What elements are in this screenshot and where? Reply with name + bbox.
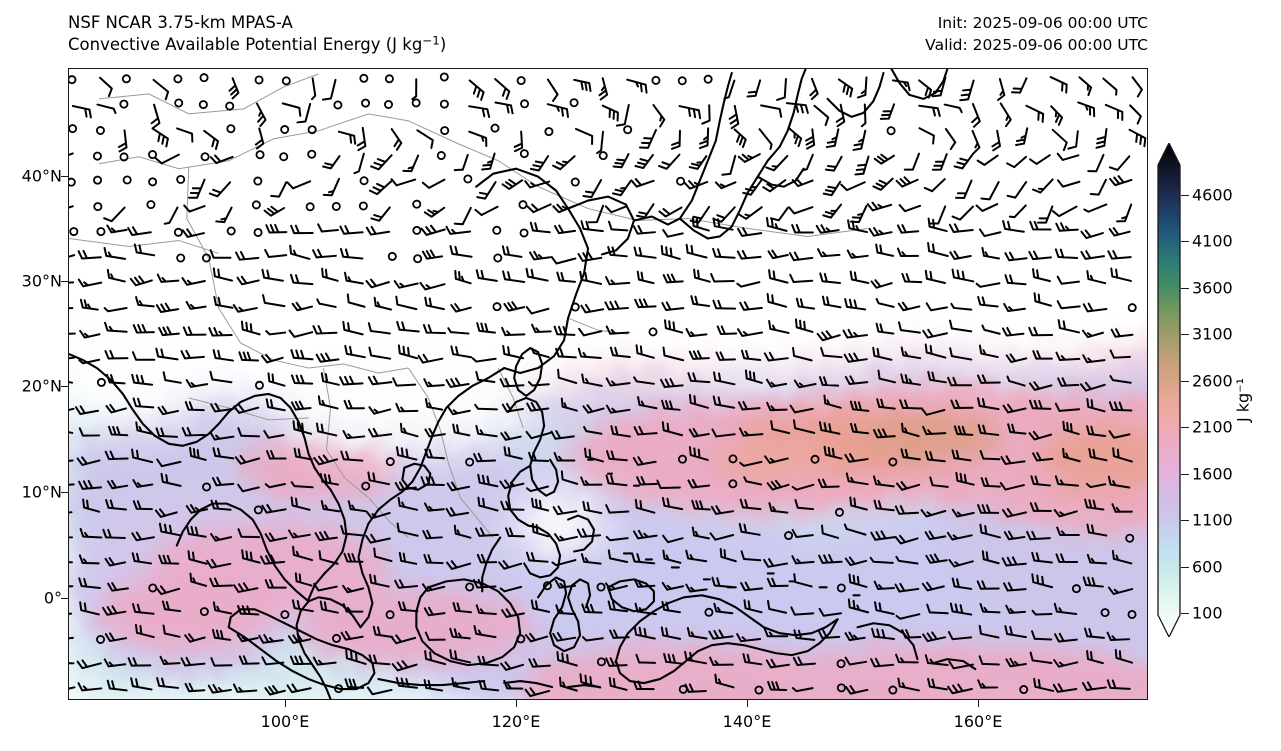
x-tick-140E [747,700,749,707]
country-borders [69,73,868,538]
cbar-tick-2100 [1181,427,1189,429]
y-tick-label-10N: 10°N [21,482,62,502]
cbar-label-600: 600 [1192,557,1223,577]
cbar-tick-4600 [1181,195,1189,197]
x-tick-160E [978,700,980,707]
field-name-line: Convective Available Potential Energy (J… [68,34,446,56]
colorbar-gradient [1157,141,1181,639]
cbar-tick-4100 [1181,241,1189,243]
map-axes[interactable] [68,68,1148,700]
y-tick-label-30N: 30°N [21,271,62,291]
field-unit-exponent: −1 [422,33,440,48]
cbar-label-4100: 4100 [1192,231,1233,251]
cbar-label-3600: 3600 [1192,278,1233,298]
y-tick-30N [61,281,68,283]
model-name-line: NSF NCAR 3.75-km MPAS-A [68,13,293,32]
y-tick-0 [61,598,68,600]
cbar-label-100: 100 [1192,603,1223,623]
wind-barbs-overlay [69,72,1147,698]
cbar-label-1100: 1100 [1192,510,1233,530]
y-tick-label-20N: 20°N [21,376,62,396]
cbar-label-2600: 2600 [1192,371,1233,391]
x-tick-100E [285,700,287,707]
y-tick-label-40N: 40°N [21,166,62,186]
y-tick-40N [61,176,68,178]
field-name-text: Convective Available Potential Energy (J… [68,35,423,54]
cbar-label-2100: 2100 [1192,417,1233,437]
colorbar-axis-label: J kg⁻¹ [1233,377,1253,423]
figure-title: NSF NCAR 3.75-km MPAS-A Convective Avail… [68,12,446,56]
field-name-tail: ) [439,35,447,54]
y-tick-label-0: 0° [43,588,62,608]
init-time-label: Init: 2025-09-06 00:00 UTC [937,14,1148,32]
x-tick-label-100E: 100°E [260,712,310,731]
cbar-label-3100: 3100 [1192,324,1233,344]
cbar-tick-3100 [1181,334,1189,336]
cbar-tick-2600 [1181,381,1189,383]
time-stamp-block: Init: 2025-09-06 00:00 UTC Valid: 2025-0… [925,12,1148,56]
cbar-tick-3600 [1181,288,1189,290]
cbar-tick-1600 [1181,474,1189,476]
cbar-tick-1100 [1181,520,1189,522]
cbar-label-4600: 4600 [1192,185,1233,205]
y-tick-20N [61,386,68,388]
x-tick-label-140E: 140°E [722,712,772,731]
cbar-label-1600: 1600 [1192,464,1233,484]
cbar-tick-600 [1181,567,1189,569]
x-tick-label-120E: 120°E [491,712,541,731]
cbar-tick-100 [1181,613,1189,615]
y-tick-10N [61,492,68,494]
x-tick-label-160E: 160°E [953,712,1003,731]
colorbar[interactable] [1157,141,1181,639]
valid-time-label: Valid: 2025-09-06 00:00 UTC [925,36,1148,54]
x-tick-120E [516,700,518,707]
